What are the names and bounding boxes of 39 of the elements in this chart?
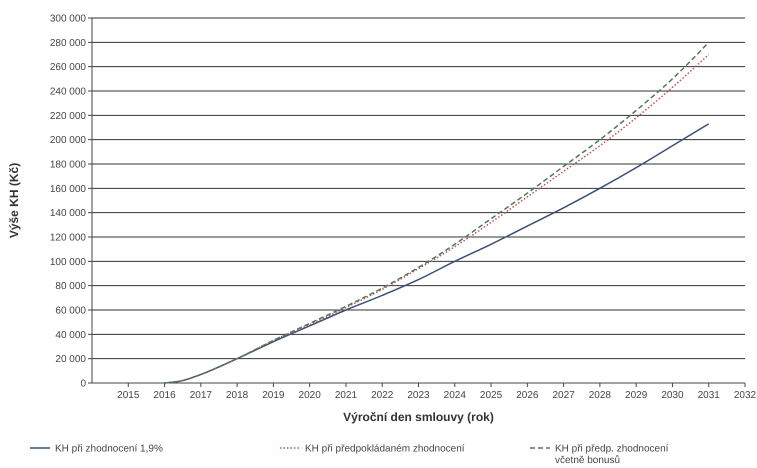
x-tick-label: 2016 [153,390,176,401]
y-tick-label: 280 000 [50,38,86,49]
x-tick-label: 2031 [698,390,720,401]
y-tick-label: 20 000 [55,354,86,366]
y-tick-label: 120 000 [50,232,86,244]
legend-label: KH při předpokládaném zhodnocení [305,444,465,454]
x-tick-label: 2028 [588,390,612,401]
x-tick-label: 2018 [226,390,249,401]
legend-label: KH při zhodnocení 1,9% [55,444,163,454]
x-axis-title: Výroční den smlouvy (rok) [343,410,494,424]
x-tick-label: 2019 [262,390,285,401]
x-tick-label: 2027 [552,390,576,401]
y-tick-label: 60 000 [55,306,86,316]
x-tick-label: 2022 [371,390,394,401]
y-tick-label: 220 000 [50,110,86,122]
x-tick-label: 2020 [298,390,322,401]
y-tick-label: 40 000 [55,330,86,341]
y-tick-label: 180 000 [50,160,86,170]
y-tick-label: 200 000 [50,135,86,146]
x-tick-label: 2032 [734,390,757,401]
y-tick-label: 80 000 [55,281,86,292]
y-tick-label: 240 000 [50,86,86,98]
x-tick-label: 2024 [444,390,466,401]
x-tick-label: 2023 [407,390,430,401]
y-axis-title: Výše KH (Kč) [7,162,21,238]
y-tick-label: 260 000 [50,62,86,74]
legend-label: KH při předp. zhodnocení včetně bonusů [555,444,669,466]
y-tick-label: 100 000 [50,256,86,268]
y-tick-label: 0 [80,378,86,390]
x-tick-label: 2026 [516,390,539,401]
x-tick-label: 2029 [625,390,648,401]
y-tick-label: 300 000 [50,14,86,24]
x-tick-label: 2017 [190,390,212,401]
x-tick-label: 2015 [117,390,140,401]
x-tick-label: 2030 [661,390,684,401]
y-tick-label: 160 000 [50,184,86,195]
x-tick-label: 2021 [334,390,358,401]
y-tick-label: 140 000 [50,208,86,220]
x-tick-label: 2025 [480,390,503,401]
